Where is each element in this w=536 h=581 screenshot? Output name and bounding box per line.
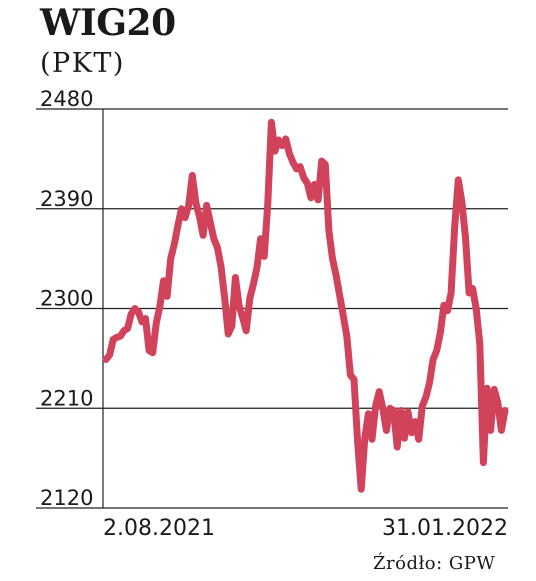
x-tick-labels: 2.08.2021 31.01.2022 — [103, 516, 508, 541]
y-tick-label: 2480 — [40, 87, 93, 111]
chart-unit-label: (PKT) — [40, 48, 125, 79]
y-tick-label: 2390 — [40, 187, 93, 211]
y-tick-label: 2120 — [40, 486, 93, 510]
y-tick-label: 2210 — [40, 386, 93, 410]
gridlines — [36, 108, 508, 509]
x-tick-label-start: 2.08.2021 — [103, 516, 215, 541]
source-note: Źródło: GPW — [373, 553, 496, 574]
x-tick-label-end: 31.01.2022 — [382, 516, 508, 541]
chart-title: WIG20 — [40, 2, 176, 44]
series-line-wig20 — [102, 118, 509, 493]
y-tick-label: 2300 — [40, 287, 93, 311]
y-tick-labels: 2120 2210 2300 2390 2480 — [40, 87, 93, 510]
